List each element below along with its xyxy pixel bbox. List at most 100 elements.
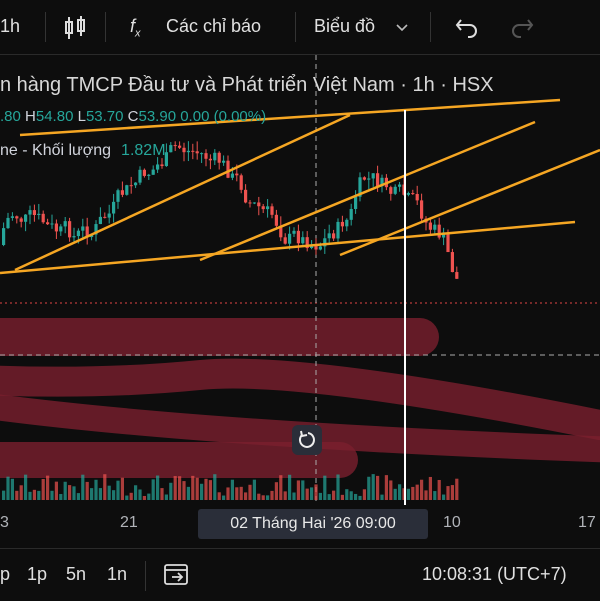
candle-body <box>138 169 142 183</box>
candle-body <box>142 169 146 176</box>
volume-bar <box>76 493 80 500</box>
candle-body <box>274 214 278 226</box>
candle-body <box>156 164 160 170</box>
volume-bar <box>424 490 428 500</box>
candle-body <box>24 214 28 222</box>
volume-bar <box>191 475 195 500</box>
volume-bar <box>125 495 129 500</box>
candle-body <box>327 233 331 239</box>
x-label: 21 <box>120 514 138 531</box>
candle-body <box>173 145 177 147</box>
candle-body <box>332 233 336 239</box>
candle-body <box>380 177 384 187</box>
candle-body <box>129 185 133 187</box>
candle-body <box>420 200 424 219</box>
candle-body <box>433 224 437 230</box>
candle-body <box>455 272 459 279</box>
date-range-icon[interactable] <box>163 561 191 587</box>
indicators-button[interactable]: Các chỉ báo <box>166 16 262 36</box>
candle-body <box>398 184 402 187</box>
candle-icon[interactable] <box>62 15 88 41</box>
volume-bar <box>63 481 67 500</box>
range-button[interactable]: 1p <box>27 564 48 584</box>
volume-bar <box>235 487 239 500</box>
volume-bar <box>261 495 265 500</box>
candle-body <box>32 210 36 216</box>
candle-body <box>15 216 19 219</box>
candle-body <box>336 221 340 239</box>
volume-bar <box>252 479 256 500</box>
volume-bar <box>380 494 384 500</box>
high-label: H <box>25 108 36 125</box>
volume-bar <box>248 484 252 500</box>
volume-bar <box>37 490 41 500</box>
candle-body <box>248 202 252 204</box>
candle-body <box>296 230 300 244</box>
volume-bar <box>384 475 388 500</box>
volume-bar <box>367 476 371 500</box>
candle-body <box>226 160 230 178</box>
volume-bar <box>2 490 6 500</box>
candle-body <box>314 245 318 250</box>
candle-body <box>349 208 353 220</box>
volume-bar <box>59 494 63 500</box>
volume-bar <box>116 480 120 500</box>
volume-bar <box>371 474 375 500</box>
volume-bar <box>230 479 234 500</box>
volume-bar <box>204 478 208 500</box>
candle-body <box>235 173 239 176</box>
volume-bar <box>178 476 182 500</box>
volume-bar <box>120 477 124 500</box>
volume-bar <box>68 485 72 500</box>
candle-body <box>81 226 85 231</box>
range-button[interactable]: 5n <box>66 564 87 584</box>
interval-button[interactable]: 1h <box>0 16 21 36</box>
volume-bar <box>270 490 274 500</box>
candle-body <box>19 218 23 222</box>
volume-bar <box>112 490 116 500</box>
volume-bar <box>446 486 450 500</box>
volume-bar <box>156 475 160 500</box>
undo-button[interactable] <box>455 16 479 38</box>
range-button[interactable]: p <box>0 564 11 584</box>
candle-body <box>230 173 234 178</box>
volume-bar <box>314 484 318 500</box>
volume-bar <box>345 489 349 500</box>
candles <box>2 141 459 279</box>
candle-body <box>204 153 208 159</box>
volume-value: 1.82M <box>121 142 166 159</box>
volume-bar <box>226 487 230 500</box>
volume-bar <box>266 495 270 500</box>
volume-bar <box>28 491 32 500</box>
volume-bar <box>50 490 54 500</box>
candle-body <box>213 152 217 161</box>
reset-button[interactable] <box>292 425 322 455</box>
range-button[interactable]: 1n <box>107 564 128 584</box>
volume-bar <box>406 488 410 500</box>
x-label: 3 <box>0 514 9 531</box>
volume-bar <box>90 488 94 500</box>
volume-bar <box>222 495 226 500</box>
candle-body <box>186 150 190 153</box>
volume-bar <box>142 495 146 500</box>
candle-body <box>301 237 305 244</box>
candle-body <box>270 206 274 215</box>
high-value: 54.80 <box>35 108 74 125</box>
x-label: 10 <box>443 514 461 531</box>
volume-bar <box>310 487 314 500</box>
volume-bar <box>85 481 89 500</box>
dropdown-icon[interactable] <box>395 20 409 34</box>
candle-body <box>283 237 287 244</box>
low-label: L <box>77 108 86 125</box>
volume-bar <box>450 485 454 500</box>
candle-body <box>147 174 151 176</box>
volume-bar <box>151 479 155 500</box>
candle-body <box>310 245 314 249</box>
volume-bar <box>292 492 296 500</box>
volume-bar <box>257 493 261 500</box>
chart-type-button[interactable]: Biểu đồ <box>314 16 376 36</box>
fx-icon[interactable]: fx <box>130 16 141 40</box>
volume-bar <box>389 480 393 500</box>
redo-button[interactable] <box>510 16 534 38</box>
candle-body <box>208 158 212 161</box>
